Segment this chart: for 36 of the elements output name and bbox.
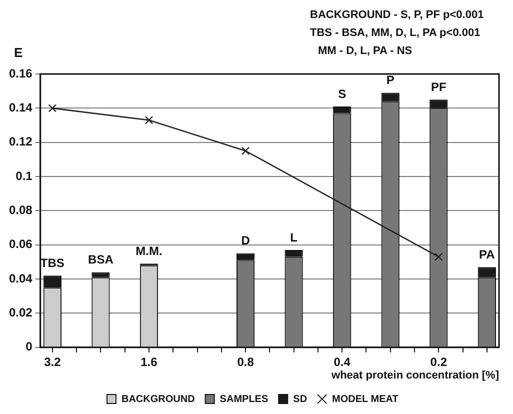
y-tick-label: 0.12 (8, 134, 33, 149)
data-label: P (386, 73, 394, 88)
y-tick-label: 0.16 (8, 66, 33, 80)
x-tick-label: 3.2 (44, 354, 62, 369)
y-axis-title: E (14, 45, 23, 60)
data-label: L (290, 230, 298, 244)
legend-label: SAMPLES (220, 394, 268, 405)
legend-label: SD (293, 394, 308, 405)
text: TBS - BSA, MM, D, L, PA p<0.001 (310, 26, 482, 41)
y-tick-label: 0 (26, 340, 33, 354)
x-tick-label: 0.2 (430, 354, 448, 369)
y-tick-label: 0.02 (8, 306, 33, 320)
data-label: BSA (88, 252, 114, 267)
text: MM - D, L, PA - NS (317, 44, 414, 59)
data-label: PF (430, 80, 446, 94)
x-tick-label: 1.6 (140, 354, 158, 369)
data-label: S (338, 86, 346, 101)
x-tick-label: 0.8 (237, 354, 254, 369)
y-tick-label: 0.14 (8, 100, 33, 114)
data-label: D (241, 234, 250, 248)
point (434, 252, 443, 261)
legend-label: MODEL MEAT (332, 394, 398, 405)
text: BACKGROUND - S, P, PF p<0.001 (310, 8, 484, 23)
data-label: PA (479, 247, 496, 262)
point (48, 104, 57, 112)
point (144, 116, 154, 124)
y-tick-label: 0.1 (16, 168, 33, 183)
data-label: TBS (40, 256, 64, 270)
point (241, 146, 250, 156)
data-label: M.M. (136, 244, 162, 258)
y-tick-label: 0.04 (8, 271, 33, 286)
x-tick-label: 0.4 (334, 354, 351, 369)
x-axis-title: wheat protein concentration [%] (330, 369, 500, 382)
legend-label: BACKGROUND (121, 394, 195, 405)
y-tick-label: 0.06 (8, 237, 33, 252)
y-tick-label: 0.08 (8, 203, 33, 218)
